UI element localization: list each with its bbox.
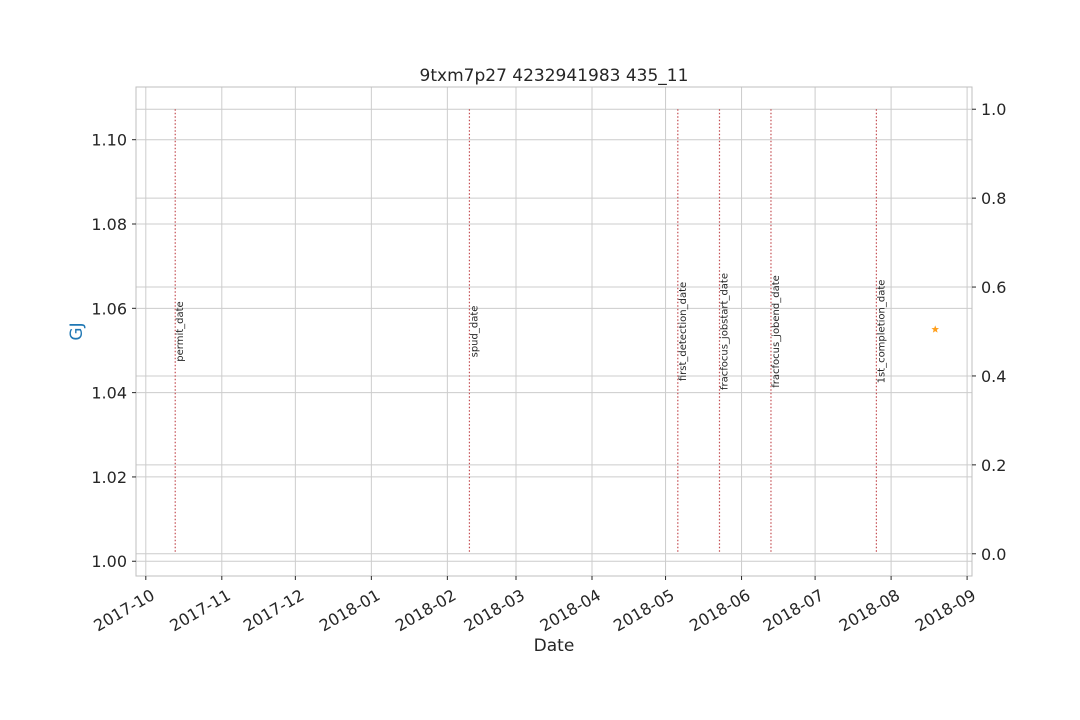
x-tick-label: 2018-01 bbox=[316, 585, 383, 635]
event-label: fracfocus_jobstart_date bbox=[719, 273, 730, 390]
event-label: first_detection_date bbox=[678, 282, 689, 381]
y-tick-label: 1.06 bbox=[91, 299, 127, 318]
event-label: fracfocus_jobend_date bbox=[771, 275, 782, 388]
y2-tick-label: 1.0 bbox=[981, 100, 1006, 119]
vertical-gridlines bbox=[145, 87, 968, 576]
data-point-star bbox=[931, 325, 940, 333]
x-tick-label: 2018-06 bbox=[686, 585, 753, 635]
y2-tick-label: 0.8 bbox=[981, 189, 1006, 208]
x-tick-label: 2018-08 bbox=[836, 585, 903, 635]
x-axis-title: Date bbox=[534, 636, 575, 656]
secondary-horizontal-gridlines bbox=[136, 108, 972, 555]
x-tick-label: 2018-04 bbox=[537, 585, 604, 635]
x-tick-label: 2017-12 bbox=[240, 585, 307, 635]
x-tick-label: 2018-07 bbox=[760, 585, 827, 635]
x-tick-label: 2017-11 bbox=[166, 585, 233, 635]
horizontal-gridlines bbox=[136, 139, 972, 562]
event-label: permit_date bbox=[175, 301, 186, 361]
y2-tick-label: 0.6 bbox=[981, 278, 1006, 297]
x-tick-label: 2018-02 bbox=[392, 585, 459, 635]
y2-axis-ticks: 0.0 0.2 0.4 0.6 0.8 1.0 bbox=[972, 100, 1006, 564]
y2-tick-label: 0.4 bbox=[981, 367, 1006, 386]
x-tick-label: 2018-03 bbox=[461, 585, 528, 635]
y-axis-ticks: 1.00 1.02 1.04 1.06 1.08 1.10 bbox=[91, 131, 136, 571]
chart-title: 9txm7p27 4232941983 435_11 bbox=[420, 66, 689, 86]
x-tick-label: 2018-09 bbox=[912, 585, 979, 635]
y-axis-title: GJ bbox=[67, 322, 87, 340]
y2-tick-label: 0.2 bbox=[981, 456, 1006, 475]
event-lines: permit_date spud_date first_detection_date… bbox=[174, 109, 887, 554]
y-tick-label: 1.10 bbox=[91, 131, 127, 150]
y-tick-label: 1.04 bbox=[91, 384, 127, 403]
y-tick-label: 1.08 bbox=[91, 215, 127, 234]
plot-frame bbox=[135, 86, 973, 577]
y-tick-label: 1.00 bbox=[91, 552, 127, 571]
x-tick-label: 2018-05 bbox=[610, 585, 677, 635]
data-points bbox=[931, 325, 940, 333]
x-axis-ticks: 2017-10 2017-11 2017-12 2018-01 2018-02 2018-… bbox=[90, 576, 979, 635]
event-label: spud_date bbox=[469, 306, 480, 358]
x-tick-label: 2017-10 bbox=[90, 585, 157, 635]
event-label: 1st_completion_date bbox=[876, 280, 887, 384]
y2-tick-label: 0.0 bbox=[981, 545, 1006, 564]
y-tick-label: 1.02 bbox=[91, 468, 127, 487]
